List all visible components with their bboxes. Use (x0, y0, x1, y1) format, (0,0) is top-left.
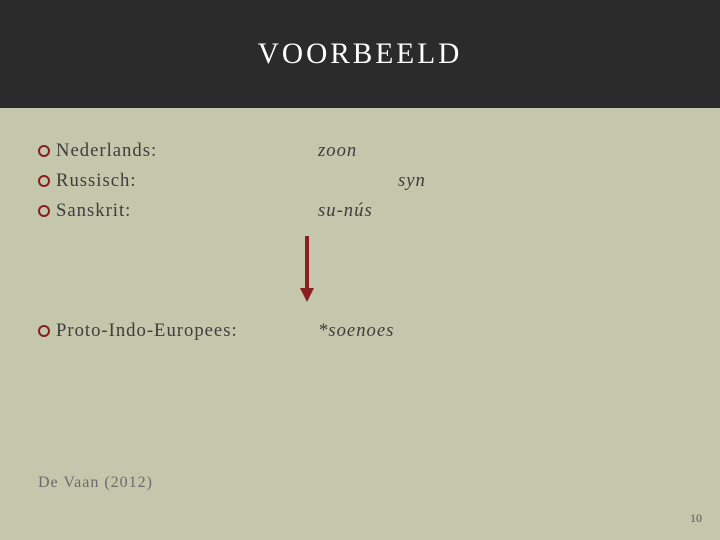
list-item: Sanskrit: su-nús (38, 200, 720, 222)
bullet-icon (38, 145, 50, 157)
language-label: Nederlands: (56, 140, 157, 162)
bullet-icon (38, 205, 50, 217)
citation-text: De Vaan (2012) (38, 474, 153, 492)
language-label: Proto-Indo-Europees: (56, 320, 238, 342)
arrow-shaft (305, 236, 309, 288)
list-item: Russisch: syn (38, 170, 720, 192)
slide-root: VOORBEELD Nederlands: zoon Russisch: syn… (0, 0, 720, 540)
list-item: Proto-Indo-Europees: *soenoes (38, 320, 720, 342)
list-item: Nederlands: zoon (38, 140, 720, 162)
language-label: Russisch: (56, 170, 137, 192)
arrow-head (300, 288, 314, 302)
slide-title: VOORBEELD (258, 38, 463, 71)
language-label: Sanskrit: (56, 200, 131, 222)
word-value: *soenoes (318, 320, 394, 342)
word-value: zoon (318, 140, 357, 162)
word-value: su-nús (318, 200, 373, 222)
word-value: syn (398, 170, 426, 192)
bullet-icon (38, 175, 50, 187)
page-number: 10 (690, 511, 702, 526)
title-band: VOORBEELD (0, 0, 720, 108)
bullet-icon (38, 325, 50, 337)
